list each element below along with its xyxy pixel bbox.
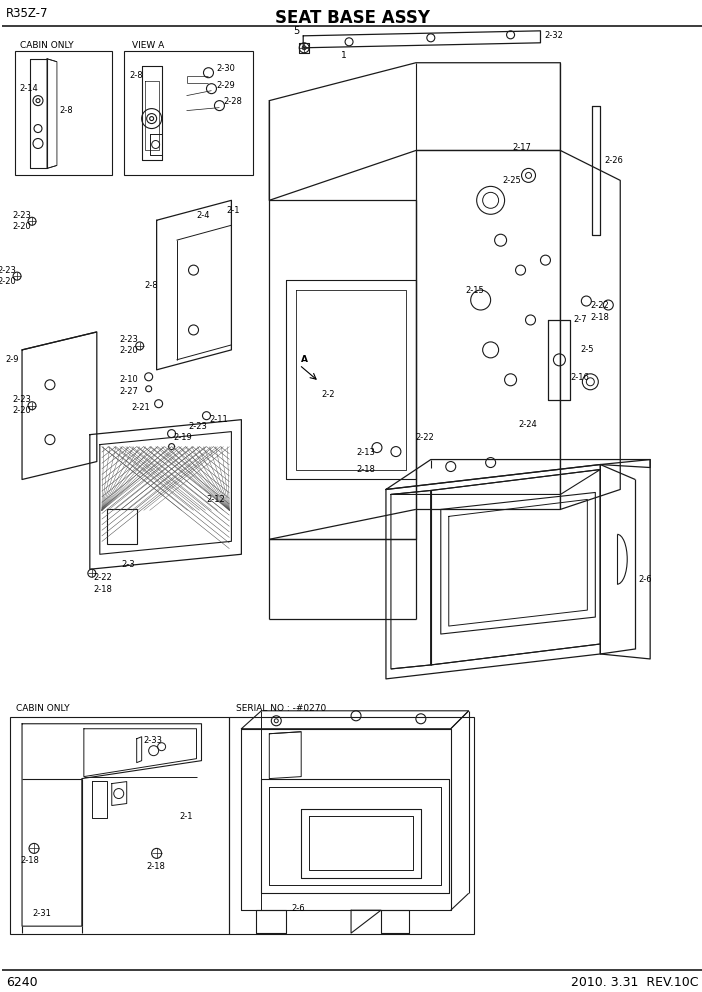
Bar — [107, 510, 137, 545]
Text: 2-23: 2-23 — [189, 423, 207, 432]
Text: 2-28: 2-28 — [223, 97, 242, 106]
Text: 2-20: 2-20 — [12, 406, 31, 416]
Text: 2-6: 2-6 — [291, 904, 305, 913]
Text: R35Z-7: R35Z-7 — [6, 7, 48, 21]
Text: 2-18: 2-18 — [147, 862, 166, 871]
Text: 6240: 6240 — [6, 976, 38, 989]
Text: A: A — [301, 355, 308, 364]
Text: 2-33: 2-33 — [144, 736, 163, 745]
Text: 2-30: 2-30 — [216, 64, 235, 73]
Text: VIEW A: VIEW A — [132, 42, 164, 51]
Text: 2-16: 2-16 — [571, 373, 589, 382]
Text: 2-24: 2-24 — [519, 421, 537, 430]
Text: CABIN ONLY: CABIN ONLY — [20, 42, 74, 51]
Text: SERIAL NO : -#0270: SERIAL NO : -#0270 — [237, 704, 326, 713]
Text: 2-32: 2-32 — [545, 32, 563, 41]
Text: 2-23: 2-23 — [12, 395, 31, 404]
Text: 2-20: 2-20 — [12, 222, 31, 231]
Text: 2-6: 2-6 — [638, 574, 652, 583]
Text: 2-17: 2-17 — [512, 143, 531, 152]
Text: 2-22: 2-22 — [416, 434, 435, 442]
Text: 2-8: 2-8 — [145, 281, 158, 290]
Text: 2010. 3.31  REV.10C: 2010. 3.31 REV.10C — [571, 976, 698, 989]
Text: 5: 5 — [293, 26, 300, 36]
Text: 2-23: 2-23 — [0, 266, 16, 275]
Text: 1: 1 — [341, 52, 347, 61]
Text: 2-7: 2-7 — [574, 315, 587, 324]
Text: 2-8: 2-8 — [130, 71, 143, 80]
Text: 2-23: 2-23 — [120, 335, 138, 344]
Text: 2-22: 2-22 — [94, 572, 112, 581]
Text: 2-19: 2-19 — [173, 434, 192, 442]
Text: 2-21: 2-21 — [132, 403, 150, 413]
Text: 2-18: 2-18 — [94, 584, 113, 593]
Text: 2-1: 2-1 — [227, 205, 240, 215]
Text: 2-20: 2-20 — [0, 277, 16, 286]
Text: 2-22: 2-22 — [590, 301, 609, 310]
Text: 2-18: 2-18 — [20, 856, 39, 865]
Text: 2-29: 2-29 — [216, 81, 235, 90]
Bar — [10, 717, 230, 934]
Text: 2-4: 2-4 — [197, 210, 210, 220]
Text: 2-13: 2-13 — [356, 448, 375, 457]
Text: 2-18: 2-18 — [590, 313, 609, 322]
Text: 2-5: 2-5 — [581, 345, 594, 354]
Text: 2-12: 2-12 — [206, 495, 225, 504]
Text: 2-18: 2-18 — [356, 465, 375, 474]
Text: 2-8: 2-8 — [59, 106, 72, 115]
Text: 2-26: 2-26 — [604, 156, 623, 165]
Text: 2-14: 2-14 — [19, 84, 38, 93]
Text: 2-31: 2-31 — [32, 909, 51, 918]
Bar — [15, 51, 112, 176]
Text: 2-27: 2-27 — [120, 387, 138, 396]
Bar — [230, 717, 474, 934]
Bar — [124, 51, 253, 176]
Text: 2-10: 2-10 — [120, 375, 138, 384]
Text: 2-15: 2-15 — [465, 286, 484, 295]
Text: 2-3: 2-3 — [121, 559, 135, 568]
Text: 2-20: 2-20 — [120, 346, 138, 355]
Text: 2-2: 2-2 — [321, 390, 335, 399]
Text: 2-23: 2-23 — [12, 210, 31, 220]
Text: SEAT BASE ASSY: SEAT BASE ASSY — [274, 9, 430, 27]
Text: 2-1: 2-1 — [180, 812, 193, 821]
Text: 2-9: 2-9 — [5, 355, 18, 364]
Text: CABIN ONLY: CABIN ONLY — [16, 704, 69, 713]
Text: 2-11: 2-11 — [209, 416, 228, 425]
Text: 2-25: 2-25 — [503, 176, 522, 185]
